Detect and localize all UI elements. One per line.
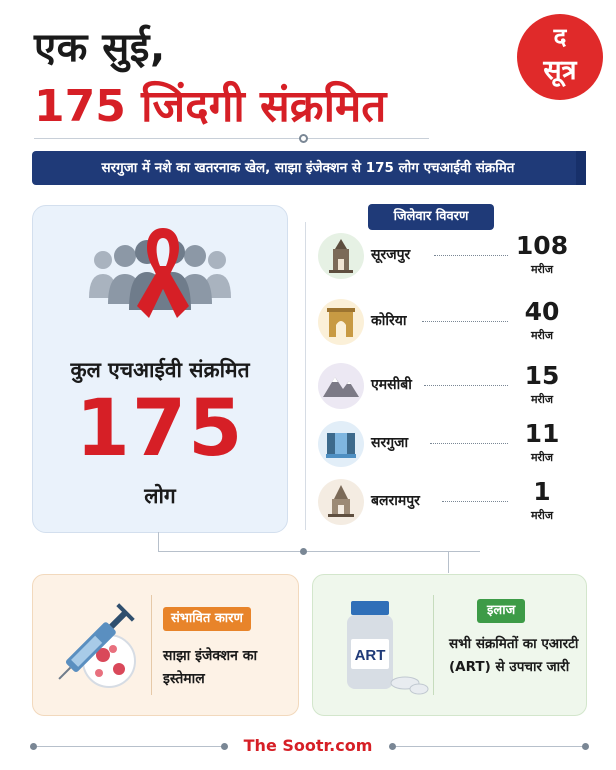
- vertical-divider: [305, 222, 306, 530]
- district-unit: मरीज: [530, 393, 554, 406]
- district-unit: मरीज: [530, 509, 554, 522]
- dotted-leader: [434, 255, 508, 256]
- footer-line: [392, 746, 586, 747]
- dotted-leader: [430, 443, 508, 444]
- logo-bottom-text: सूत्र: [543, 55, 577, 86]
- district-unit: मरीज: [530, 263, 554, 276]
- connector-line: [158, 532, 159, 552]
- district-name: बलरामपुर: [371, 493, 420, 509]
- district-value: 108: [515, 231, 569, 260]
- mountains-icon: [318, 363, 364, 409]
- waterfall-icon: [318, 421, 364, 467]
- total-unit: लोग: [144, 484, 176, 508]
- title-divider: [34, 138, 429, 139]
- footer-brand[interactable]: The Sootr.com: [243, 736, 373, 755]
- medicine-bottle-icon: ART: [347, 601, 429, 695]
- district-value: 1: [533, 477, 551, 506]
- title-line-1: एक सुई,: [34, 25, 166, 71]
- district-value: 15: [524, 361, 560, 390]
- dotted-leader: [442, 501, 508, 502]
- district-row-surajpur: सूरजपुर 108 मरीज: [318, 231, 588, 285]
- connector-dot: [300, 548, 307, 555]
- treatment-text: सभी संक्रमितों का एआरटी (ART) से उपचार ज…: [449, 636, 579, 675]
- district-unit: मरीज: [530, 329, 554, 342]
- dotted-leader: [422, 321, 508, 322]
- cause-text: साझा इंजेक्शन का इस्तेमाल: [163, 648, 258, 687]
- district-header: जिलेवार विवरण: [368, 204, 494, 230]
- district-row-surguja: सरगुजा 11 मरीज: [318, 419, 588, 473]
- district-name: सरगुजा: [371, 435, 409, 451]
- card-divider: [433, 595, 434, 695]
- district-row-koriya: कोरिया 40 मरीज: [318, 297, 588, 351]
- treatment-tag: इलाज: [477, 599, 526, 623]
- logo-top-text: द: [553, 23, 567, 51]
- banner-tail: [576, 151, 586, 185]
- title-divider-dot: [299, 134, 308, 143]
- treatment-card: ART इलाज सभी संक्रमितों का एआरटी (ART) स…: [312, 574, 587, 716]
- gate-icon: [318, 299, 364, 345]
- total-label: कुल एचआईवी संक्रमित: [70, 358, 250, 382]
- district-name: सूरजपुर: [371, 247, 411, 263]
- district-unit: मरीज: [530, 451, 554, 464]
- cause-tag: संभावित कारण: [163, 607, 251, 631]
- district-name: कोरिया: [371, 313, 407, 329]
- district-row-balrampur: बलरामपुर 1 मरीज: [318, 477, 588, 531]
- district-row-mcb: एमसीबी 15 मरीज: [318, 361, 588, 415]
- shrine-icon: [318, 479, 364, 525]
- dotted-leader: [424, 385, 508, 386]
- footer-dot: [389, 743, 396, 750]
- card-divider: [151, 595, 152, 695]
- footer-dot: [30, 743, 37, 750]
- total-value: 175: [75, 384, 245, 474]
- subtitle-banner: सरगुजा में नशे का खतरनाक खेल, साझा इंजेक…: [32, 151, 584, 185]
- connector-line: [158, 551, 480, 552]
- red-ribbon-icon: [137, 228, 189, 318]
- district-value: 11: [524, 419, 560, 448]
- temple-icon: [318, 233, 364, 279]
- footer-line: [32, 746, 224, 747]
- district-name: एमसीबी: [371, 377, 412, 393]
- district-value: 40: [524, 297, 560, 326]
- possible-cause-card: संभावित कारण साझा इंजेक्शन का इस्तेमाल: [32, 574, 299, 716]
- footer-dot: [582, 743, 589, 750]
- connector-line: [448, 551, 449, 573]
- title-line-2: 175 जिंदगी संक्रमित: [34, 81, 387, 132]
- the-sootr-logo: द सूत्र: [517, 14, 603, 100]
- syringe-virus-icon: [58, 603, 136, 688]
- total-infected-card: कुल एचआईवी संक्रमित 175 लोग: [32, 205, 288, 533]
- bottle-label: ART: [355, 647, 386, 664]
- footer-dot: [221, 743, 228, 750]
